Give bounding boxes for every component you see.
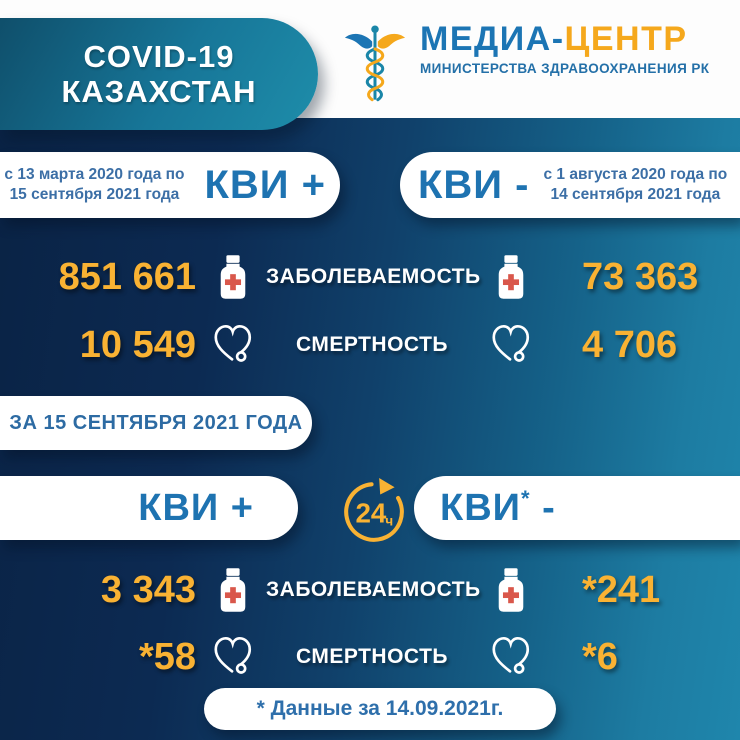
kvi-plus-period-text: с 13 марта 2020 года по 15 сентября 2021… (4, 165, 184, 205)
media-center-title-part1: МЕДИА- (420, 20, 565, 58)
caduceus-icon (344, 22, 406, 111)
kvi-minus-period-pill: КВИ - с 1 августа 2020 года по 14 сентяб… (400, 152, 740, 218)
svg-text:24: 24 (355, 497, 386, 528)
kvi-plus-period-line1: с 13 марта 2020 года по (4, 166, 185, 184)
footnote-pill: * Данные за 14.09.2021г. (204, 688, 556, 730)
logo-text-block: МЕДИА-ЦЕНТР МИНИСТЕРСТВА ЗДРАВООХРАНЕНИЯ… (420, 22, 709, 76)
ministry-subtitle: МИНИСТЕРСТВА ЗДРАВООХРАНЕНИЯ РК (420, 61, 710, 76)
daily-mortality-kvi-minus-value: *6 (582, 635, 618, 678)
cumulative-mortality-kvi-minus-value: 4 706 (582, 323, 678, 366)
footnote-text: * Данные за 14.09.2021г. (256, 697, 504, 720)
daily-kvi-plus-pill: КВИ + (0, 476, 298, 540)
daily-kvi-minus-label: КВИ* - (440, 485, 556, 530)
covid-title-line1: COVID-19 (83, 38, 235, 74)
cumulative-morbidity-row: 851 661 ЗАБОЛЕВАЕМОСТЬ 73 363 (0, 248, 740, 306)
heart-stethoscope-icon (478, 323, 544, 367)
kvi-plus-header-label: КВИ + (204, 162, 326, 207)
mortality-label: СМЕРТНОСТЬ (295, 645, 448, 668)
kvi-minus-period-text: с 1 августа 2020 года по 14 сентября 202… (543, 165, 727, 205)
daily-morbidity-row: 3 343 ЗАБОЛЕВАЕМОСТЬ *241 (0, 561, 740, 619)
media-center-title-part2: ЦЕНТР (564, 20, 688, 58)
daily-kvi-minus-dash: - (530, 486, 556, 529)
daily-mortality-row: *58 СМЕРТНОСТЬ *6 (0, 628, 740, 686)
medicine-bottle-icon (200, 568, 266, 612)
kvi-plus-period-line2: 15 сентября 2021 года (9, 186, 180, 203)
covid-title-box: COVID-19 КАЗАХСТАН (0, 18, 318, 130)
mortality-label: СМЕРТНОСТЬ (295, 333, 448, 356)
daily-date-text: ЗА 15 СЕНТЯБРЯ 2021 ГОДА (9, 411, 303, 434)
morbidity-label: ЗАБОЛЕВАЕМОСТЬ (266, 578, 481, 601)
medicine-bottle-icon (478, 255, 544, 299)
kvi-minus-header-label: КВИ - (418, 162, 530, 207)
cumulative-mortality-kvi-plus-value: 10 549 (79, 323, 196, 366)
daily-mortality-kvi-plus-value: *58 (138, 635, 196, 678)
daily-date-banner: ЗА 15 СЕНТЯБРЯ 2021 ГОДА (0, 396, 312, 450)
kvi-minus-period-line1: с 1 августа 2020 года по (543, 166, 728, 184)
svg-text:ч: ч (385, 513, 393, 528)
daily-kvi-minus-base: КВИ (440, 486, 521, 529)
media-center-title: МЕДИА-ЦЕНТР (420, 22, 709, 56)
heart-stethoscope-icon (200, 323, 266, 367)
cumulative-mortality-row: 10 549 СМЕРТНОСТЬ 4 706 (0, 316, 740, 374)
cumulative-morbidity-kvi-plus-value: 851 661 (58, 255, 196, 298)
daily-kvi-minus-pill: КВИ* - (414, 476, 740, 540)
medicine-bottle-icon (478, 568, 544, 612)
24h-clock-icon: 24 ч (340, 478, 408, 546)
daily-kvi-minus-asterisk: * (520, 485, 531, 511)
medicine-bottle-icon (200, 255, 266, 299)
media-center-logo: МЕДИА-ЦЕНТР МИНИСТЕРСТВА ЗДРАВООХРАНЕНИЯ… (344, 22, 709, 111)
cumulative-morbidity-kvi-minus-value: 73 363 (582, 255, 699, 298)
kvi-minus-period-line2: 14 сентября 2021 года (550, 186, 721, 203)
heart-stethoscope-icon (200, 635, 266, 679)
heart-stethoscope-icon (478, 635, 544, 679)
kvi-plus-period-pill: с 13 марта 2020 года по 15 сентября 2021… (0, 152, 340, 218)
covid-title-line2: КАЗАХСТАН (61, 74, 257, 109)
morbidity-label: ЗАБОЛЕВАЕМОСТЬ (266, 265, 481, 288)
daily-morbidity-kvi-minus-value: *241 (582, 568, 661, 611)
daily-kvi-plus-label: КВИ + (138, 486, 254, 529)
daily-morbidity-kvi-plus-value: 3 343 (100, 568, 196, 611)
